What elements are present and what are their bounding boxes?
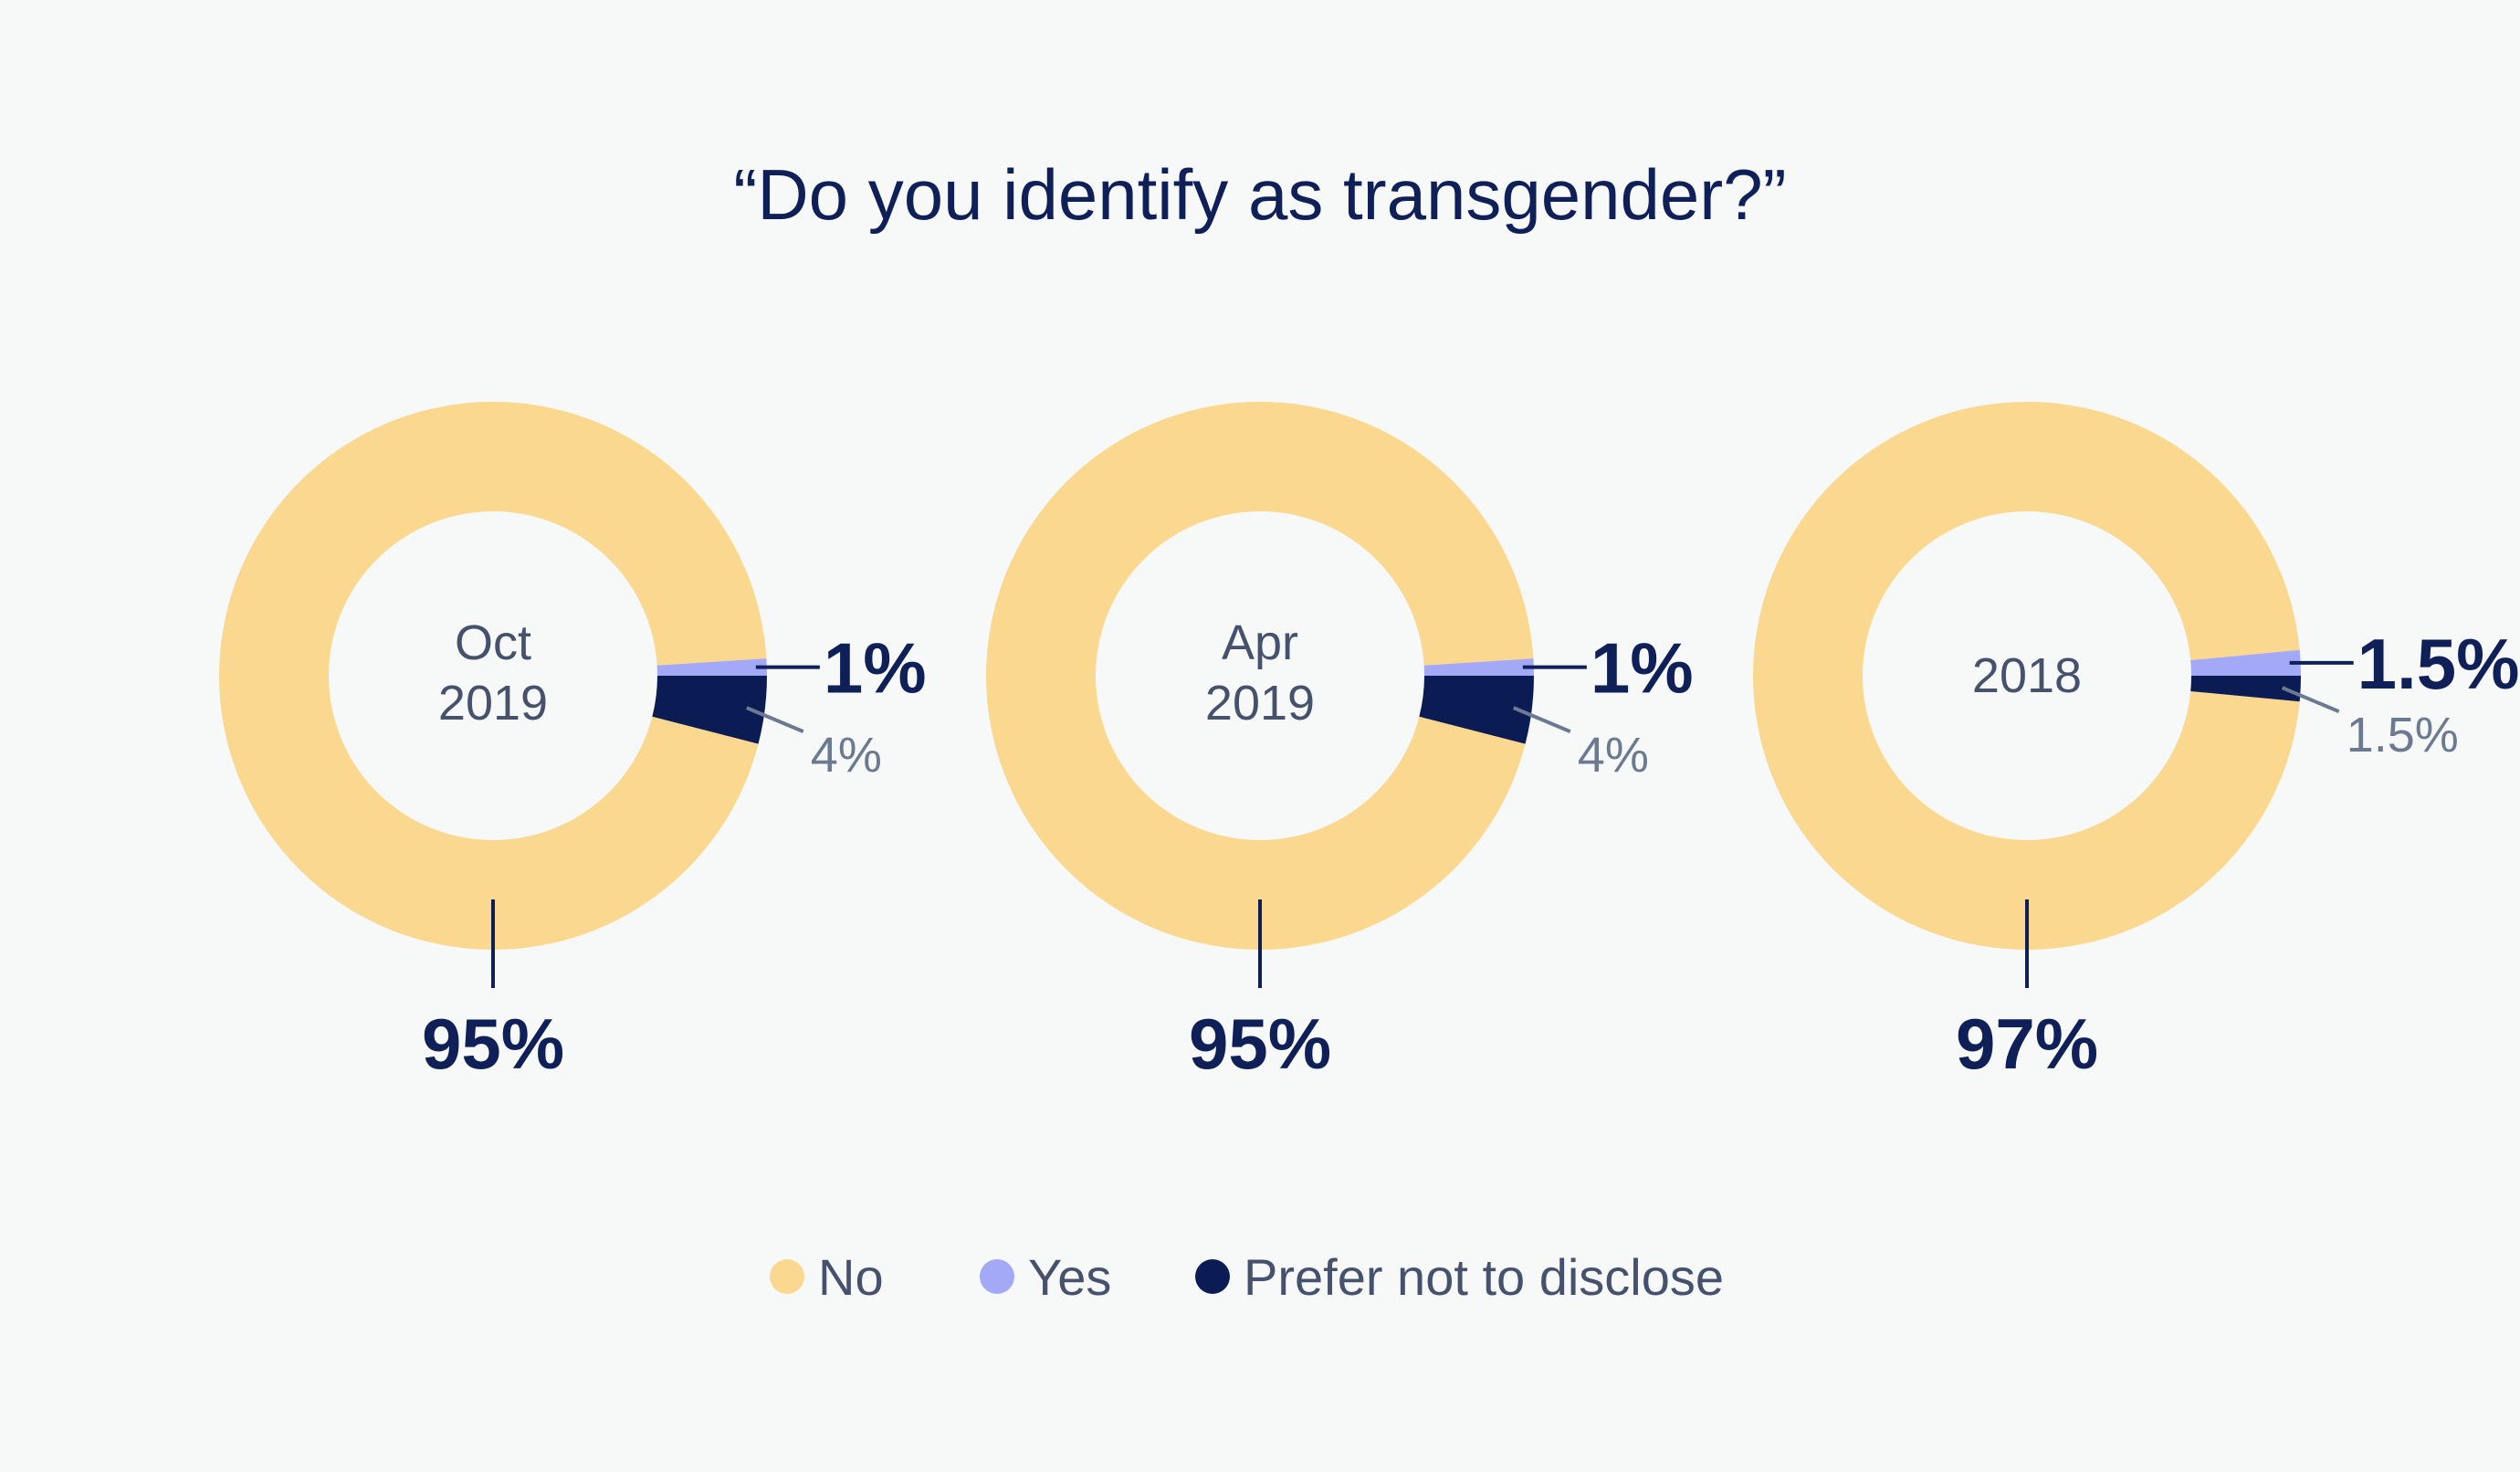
legend-swatch-prefer-not-to-disclose — [1195, 1259, 1230, 1294]
leader-line-prefer-not-to-disclose — [1513, 706, 1571, 733]
legend-item-prefer-not-to-disclose: Prefer not to disclose — [1195, 1248, 1724, 1306]
legend-swatch-yes — [980, 1259, 1014, 1294]
slice-prefer-not-to-disclose — [1419, 676, 1534, 744]
donut-chart-1: Oct 2019 95% 1% 4% — [219, 401, 927, 1084]
leader-line-prefer-not-to-disclose — [746, 706, 804, 733]
data-label-prefer-not-to-disclose: 4% — [1578, 728, 1649, 783]
donut-chart-3: 2018 97% 1.5%1.5% — [1753, 402, 2519, 1084]
center-label-line1: 2018 — [1972, 648, 2082, 703]
legend-item-yes: Yes — [980, 1248, 1111, 1306]
legend-item-no: No — [770, 1248, 884, 1306]
data-label-prefer-not-to-disclose: 4% — [811, 728, 882, 783]
legend-swatch-no — [770, 1259, 804, 1294]
slice-yes — [2190, 649, 2302, 676]
donuts-layer: Oct 2019 95% 1% 4% Apr 2019 95% 1% 4% 2018 97% 1.5%1… — [219, 401, 2519, 1084]
slice-yes — [1423, 658, 1534, 676]
data-label-no: 95% — [1189, 1004, 1331, 1084]
slice-prefer-not-to-disclose — [652, 676, 767, 744]
data-label-yes: 1% — [824, 628, 927, 709]
legend-label-prefer-not-to-disclose: Prefer not to disclose — [1244, 1248, 1724, 1306]
slice-prefer-not-to-disclose — [2190, 676, 2301, 702]
data-label-yes: 1% — [1591, 628, 1694, 709]
center-label-line1: Oct — [455, 615, 531, 670]
center-label-line2: 2019 — [438, 676, 548, 731]
data-label-no: 95% — [422, 1004, 564, 1084]
slice-yes — [656, 658, 767, 676]
data-label-prefer-not-to-disclose: 1.5% — [2347, 708, 2459, 762]
chart-title: “Do you identify as transgender?” — [733, 154, 1786, 235]
slice-no — [219, 401, 767, 950]
legend: No Yes Prefer not to disclose — [770, 1248, 1724, 1306]
legend-label-yes: Yes — [1028, 1248, 1111, 1306]
center-label-line1: Apr — [1222, 615, 1298, 670]
center-label-line2: 2019 — [1205, 676, 1315, 731]
leader-line-prefer-not-to-disclose — [2281, 686, 2340, 714]
slice-no — [1753, 402, 2300, 951]
donut-chart-2: Apr 2019 95% 1% 4% — [986, 401, 1694, 1084]
data-label-no: 97% — [1956, 1004, 2098, 1084]
slice-no — [986, 401, 1534, 950]
legend-label-no: No — [818, 1248, 884, 1306]
data-label-yes: 1.5% — [2357, 624, 2520, 704]
